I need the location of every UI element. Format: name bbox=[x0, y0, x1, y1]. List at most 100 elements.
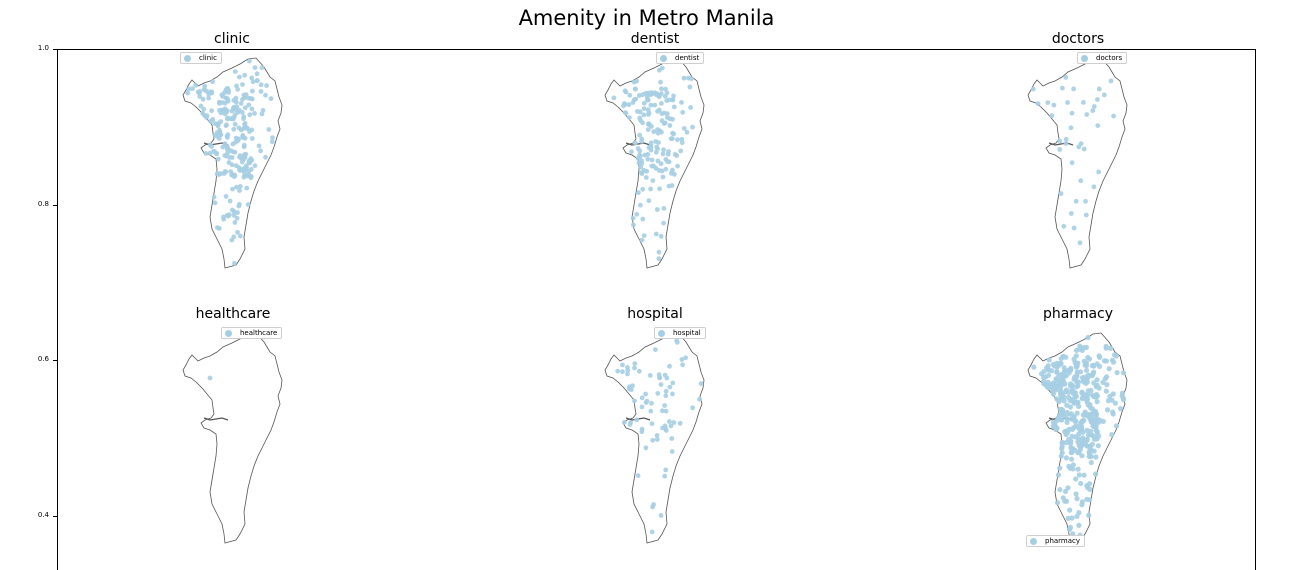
amenity-point bbox=[670, 391, 675, 397]
amenity-point bbox=[1104, 382, 1110, 388]
amenity-point bbox=[232, 69, 238, 74]
amenity-point bbox=[1095, 123, 1101, 128]
amenity-point bbox=[1063, 354, 1069, 360]
amenity-point bbox=[1060, 377, 1066, 383]
amenity-point bbox=[1035, 101, 1041, 107]
amenity-point bbox=[224, 213, 230, 218]
amenity-point bbox=[620, 369, 625, 375]
amenity-point bbox=[647, 373, 653, 378]
amenity-point bbox=[670, 97, 676, 102]
amenity-point bbox=[1108, 78, 1114, 84]
y-tick-label: 0.8 bbox=[37, 200, 49, 208]
amenity-point bbox=[649, 163, 655, 169]
panel-title-doctors: doctors bbox=[1051, 31, 1105, 47]
amenity-point bbox=[225, 115, 230, 121]
amenity-point bbox=[256, 143, 262, 149]
amenity-point bbox=[229, 155, 235, 160]
amenity-point bbox=[648, 408, 654, 414]
amenity-point bbox=[663, 428, 669, 433]
amenity-point bbox=[254, 71, 260, 77]
amenity-point bbox=[1068, 438, 1074, 444]
amenity-point bbox=[675, 137, 680, 143]
amenity-point bbox=[1049, 368, 1055, 374]
amenity-point bbox=[620, 362, 625, 368]
amenity-point bbox=[698, 381, 704, 386]
amenity-point bbox=[1046, 357, 1052, 363]
amenity-point bbox=[669, 136, 675, 141]
amenity-point bbox=[1083, 367, 1090, 373]
amenity-point bbox=[258, 89, 264, 94]
amenity-point bbox=[225, 86, 231, 91]
amenity-point bbox=[653, 231, 659, 237]
amenity-point bbox=[670, 167, 675, 173]
amenity-point bbox=[648, 140, 654, 146]
amenity-point bbox=[637, 132, 643, 138]
amenity-point bbox=[234, 215, 240, 221]
amenity-point bbox=[631, 79, 637, 85]
amenity-point bbox=[659, 101, 664, 106]
amenity-point bbox=[654, 207, 660, 212]
metro-manila-boundary bbox=[604, 332, 705, 544]
amenity-point bbox=[657, 374, 662, 380]
amenity-point bbox=[1109, 432, 1115, 438]
amenity-point bbox=[1097, 354, 1103, 360]
amenity-point bbox=[637, 153, 643, 159]
amenity-point bbox=[1087, 486, 1093, 492]
amenity-point bbox=[1097, 363, 1103, 369]
amenity-point bbox=[185, 90, 191, 96]
amenity-point bbox=[268, 96, 274, 102]
amenity-point bbox=[1079, 453, 1085, 459]
amenity-point bbox=[625, 371, 630, 377]
metro-manila-boundary bbox=[604, 57, 705, 269]
amenity-point bbox=[1065, 515, 1071, 521]
amenity-point bbox=[1069, 386, 1075, 392]
amenity-point bbox=[1077, 240, 1083, 246]
amenity-point bbox=[649, 400, 654, 406]
amenity-point bbox=[1114, 370, 1120, 376]
amenity-point bbox=[1088, 418, 1094, 424]
amenity-point bbox=[1073, 491, 1079, 497]
amenity-point bbox=[1073, 418, 1079, 424]
amenity-point bbox=[215, 156, 221, 162]
amenity-point bbox=[1060, 411, 1066, 417]
amenity-point bbox=[639, 237, 645, 243]
amenity-point bbox=[1076, 431, 1082, 437]
amenity-point bbox=[690, 405, 695, 411]
amenity-point bbox=[252, 65, 258, 70]
amenity-point bbox=[670, 130, 675, 136]
amenity-point bbox=[1109, 357, 1115, 363]
amenity-point bbox=[1051, 102, 1057, 108]
amenity-point bbox=[252, 111, 257, 116]
amenity-point bbox=[1069, 515, 1075, 521]
amenity-point bbox=[1091, 394, 1097, 400]
amenity-point bbox=[679, 357, 685, 362]
amenity-point bbox=[1056, 379, 1062, 385]
amenity-point bbox=[1070, 466, 1076, 472]
amenity-point bbox=[222, 141, 228, 146]
amenity-point bbox=[242, 121, 247, 127]
amenity-point bbox=[1119, 390, 1125, 396]
amenity-point bbox=[1103, 388, 1109, 394]
amenity-point bbox=[1084, 496, 1090, 502]
amenity-point bbox=[646, 122, 651, 127]
amenity-point bbox=[621, 101, 627, 107]
amenity-point bbox=[633, 96, 639, 102]
amenity-point bbox=[663, 86, 668, 92]
amenity-point bbox=[186, 86, 192, 92]
amenity-point bbox=[259, 111, 265, 117]
amenity-point bbox=[662, 403, 668, 408]
amenity-point bbox=[1051, 380, 1057, 386]
legend-marker-icon bbox=[1081, 54, 1088, 62]
amenity-point bbox=[1053, 387, 1059, 393]
amenity-point bbox=[658, 382, 664, 387]
amenity-point bbox=[1061, 398, 1067, 404]
amenity-point bbox=[1063, 141, 1069, 146]
y-tick-mark bbox=[53, 516, 57, 517]
amenity-point bbox=[245, 202, 251, 208]
amenity-point bbox=[648, 147, 654, 153]
amenity-point bbox=[642, 152, 648, 158]
amenity-point bbox=[666, 183, 672, 189]
amenity-point bbox=[224, 147, 230, 152]
amenity-point bbox=[1059, 450, 1065, 456]
amenity-point bbox=[655, 146, 660, 152]
